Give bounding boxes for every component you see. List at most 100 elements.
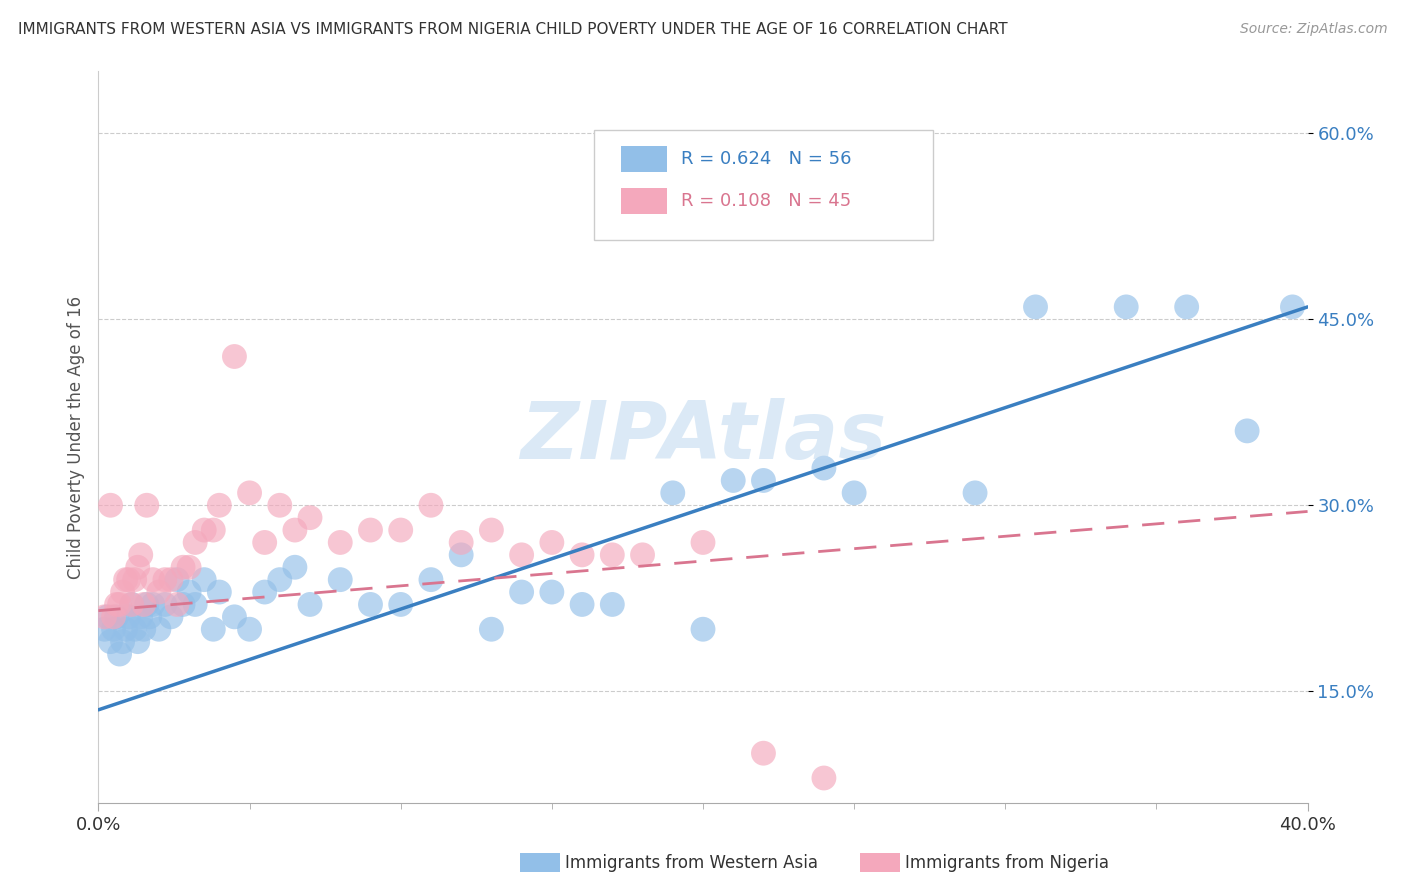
Point <box>450 548 472 562</box>
Point <box>631 548 654 562</box>
Point <box>299 598 322 612</box>
Point <box>602 548 624 562</box>
Point <box>139 610 162 624</box>
Text: ZIPAtlas: ZIPAtlas <box>520 398 886 476</box>
Point <box>813 771 835 785</box>
Point <box>450 535 472 549</box>
Point <box>135 498 157 512</box>
Point <box>184 535 207 549</box>
Point <box>1175 300 1198 314</box>
Point <box>184 598 207 612</box>
Point <box>540 585 562 599</box>
Point <box>129 610 152 624</box>
Point <box>224 350 246 364</box>
Point <box>284 560 307 574</box>
Point <box>510 585 533 599</box>
Point <box>193 523 215 537</box>
Point <box>965 486 987 500</box>
Point <box>148 622 170 636</box>
Point <box>172 598 194 612</box>
Point <box>129 548 152 562</box>
Point <box>179 585 201 599</box>
Point <box>253 535 276 549</box>
Point <box>153 573 176 587</box>
Text: Source: ZipAtlas.com: Source: ZipAtlas.com <box>1240 22 1388 37</box>
Point <box>148 585 170 599</box>
Point <box>166 573 188 587</box>
Point <box>360 598 382 612</box>
Point <box>111 634 134 648</box>
Bar <box>621 187 666 214</box>
Point <box>253 585 276 599</box>
Point <box>118 573 141 587</box>
Point <box>360 523 382 537</box>
Point <box>239 486 262 500</box>
Point <box>118 610 141 624</box>
Point <box>481 622 503 636</box>
Point <box>844 486 866 500</box>
Point <box>124 573 146 587</box>
Point <box>127 634 149 648</box>
Point <box>481 523 503 537</box>
Point <box>1236 424 1258 438</box>
Point <box>93 622 115 636</box>
Point <box>153 598 176 612</box>
Point <box>752 746 775 760</box>
Point <box>160 610 183 624</box>
Point <box>571 548 593 562</box>
Text: IMMIGRANTS FROM WESTERN ASIA VS IMMIGRANTS FROM NIGERIA CHILD POVERTY UNDER THE : IMMIGRANTS FROM WESTERN ASIA VS IMMIGRAN… <box>18 22 1008 37</box>
Point <box>121 598 143 612</box>
Point <box>269 498 291 512</box>
Point <box>172 560 194 574</box>
Point <box>111 585 134 599</box>
Point <box>105 598 128 612</box>
Point <box>103 622 125 636</box>
Text: Immigrants from Nigeria: Immigrants from Nigeria <box>905 854 1109 871</box>
Point <box>329 573 352 587</box>
Point <box>571 598 593 612</box>
Point <box>224 610 246 624</box>
Point <box>661 486 683 500</box>
Point <box>284 523 307 537</box>
Point <box>202 523 225 537</box>
Point <box>103 610 125 624</box>
Point <box>329 535 352 549</box>
Point <box>420 573 443 587</box>
Point <box>208 498 231 512</box>
Point <box>108 598 131 612</box>
Y-axis label: Child Poverty Under the Age of 16: Child Poverty Under the Age of 16 <box>66 295 84 579</box>
Point <box>135 598 157 612</box>
Point <box>602 598 624 612</box>
Point <box>114 622 136 636</box>
Point <box>179 560 201 574</box>
Text: R = 0.108   N = 45: R = 0.108 N = 45 <box>682 192 852 210</box>
Point <box>389 598 412 612</box>
Point <box>132 622 155 636</box>
Point <box>389 523 412 537</box>
Point <box>239 622 262 636</box>
Point <box>202 622 225 636</box>
Point <box>114 573 136 587</box>
Point <box>1281 300 1303 314</box>
Point <box>692 622 714 636</box>
Point <box>420 498 443 512</box>
Point <box>127 560 149 574</box>
Point <box>692 535 714 549</box>
Point <box>100 634 122 648</box>
Point <box>96 610 118 624</box>
Text: Immigrants from Western Asia: Immigrants from Western Asia <box>565 854 818 871</box>
Point <box>121 598 143 612</box>
Point <box>1024 300 1046 314</box>
Point <box>100 498 122 512</box>
FancyBboxPatch shape <box>595 130 932 240</box>
Point <box>142 573 165 587</box>
Text: R = 0.624   N = 56: R = 0.624 N = 56 <box>682 150 852 168</box>
Point <box>160 573 183 587</box>
Point <box>132 598 155 612</box>
Point <box>813 461 835 475</box>
Point <box>124 622 146 636</box>
Point <box>108 647 131 661</box>
Bar <box>621 146 666 172</box>
Point <box>540 535 562 549</box>
Point <box>166 598 188 612</box>
